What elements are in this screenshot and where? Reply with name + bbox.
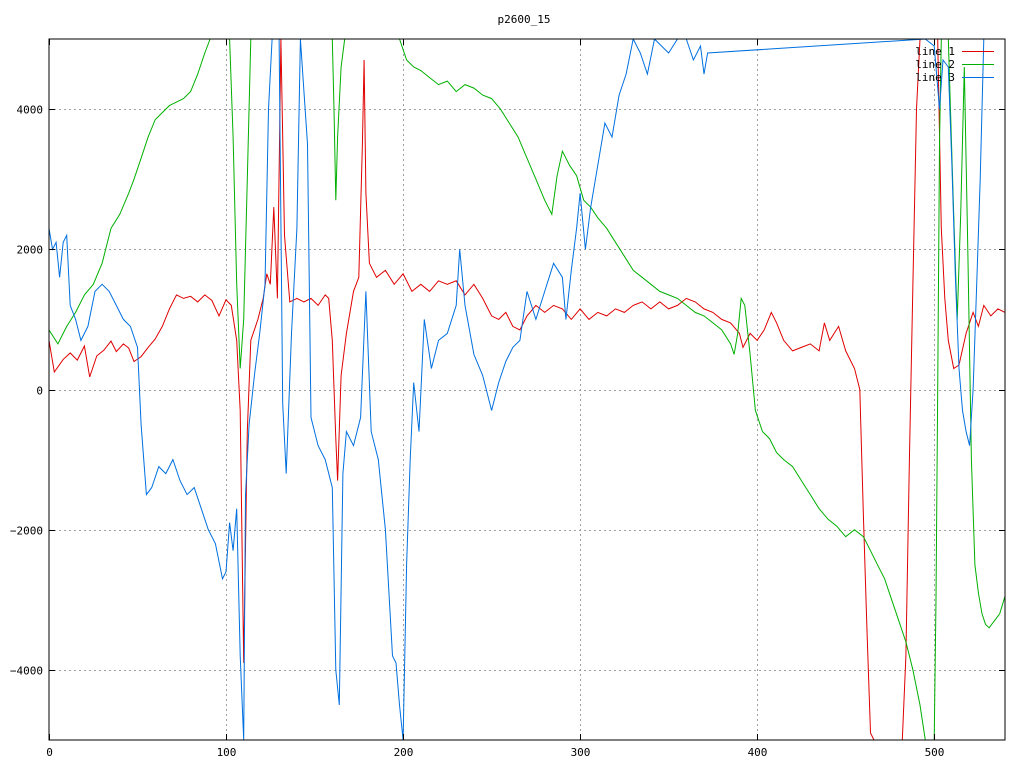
plot-series xyxy=(49,39,1005,740)
x-tick-label: 100 xyxy=(217,746,237,759)
x-tick-label: 300 xyxy=(571,746,591,759)
legend-label-3: line 3 xyxy=(915,71,955,84)
x-tick-label: 0 xyxy=(46,746,53,759)
chart-title: p2600_15 xyxy=(498,13,551,26)
series-line-3 xyxy=(49,39,1005,740)
y-tick-label: 4000 xyxy=(17,104,44,117)
x-tick-label: 500 xyxy=(925,746,945,759)
x-tick-label: 400 xyxy=(748,746,768,759)
legend-label-2: line 2 xyxy=(915,58,955,71)
y-tick-label: −2000 xyxy=(10,525,43,538)
gridlines xyxy=(49,39,1005,740)
series-line-2 xyxy=(49,39,1005,740)
y-tick-label: 2000 xyxy=(17,244,44,257)
plot-frame xyxy=(48,38,1006,741)
x-tick-label: 200 xyxy=(394,746,414,759)
y-tick-label: 0 xyxy=(36,385,43,398)
series-line-1 xyxy=(49,39,1005,740)
axis-ticks: 0 100 200 300 400 500 −4000 −2000 0 2000 4000 xyxy=(10,39,1005,759)
y-tick-label: −4000 xyxy=(10,665,43,678)
legend-label-1: line 1 xyxy=(915,45,955,58)
